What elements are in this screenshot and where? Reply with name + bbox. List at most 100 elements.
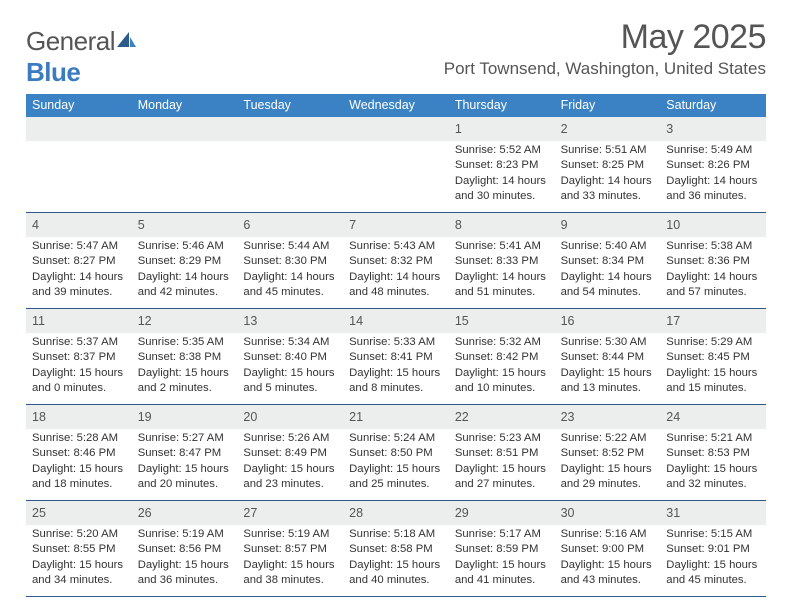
day-content: Sunrise: 5:35 AMSunset: 8:38 PMDaylight:… xyxy=(132,333,238,404)
daylight-line-2: and 15 minutes. xyxy=(666,381,760,396)
daylight-line-1: Daylight: 14 hours xyxy=(455,270,549,285)
daylight-line-2: and 5 minutes. xyxy=(243,381,337,396)
day-number-row: 23 xyxy=(555,405,661,429)
day-content xyxy=(132,141,238,207)
day-content: Sunrise: 5:29 AMSunset: 8:45 PMDaylight:… xyxy=(660,333,766,404)
week-row: 4Sunrise: 5:47 AMSunset: 8:27 PMDaylight… xyxy=(26,213,766,309)
sunrise-line: Sunrise: 5:23 AM xyxy=(455,431,549,446)
day-number-row: 5 xyxy=(132,213,238,237)
day-cell: 10Sunrise: 5:38 AMSunset: 8:36 PMDayligh… xyxy=(660,213,766,308)
logo-text-1: General xyxy=(26,26,115,56)
daylight-line-1: Daylight: 15 hours xyxy=(32,558,126,573)
sunrise-line: Sunrise: 5:44 AM xyxy=(243,239,337,254)
day-cell: 2Sunrise: 5:51 AMSunset: 8:25 PMDaylight… xyxy=(555,117,661,212)
daylight-line-1: Daylight: 15 hours xyxy=(561,366,655,381)
day-number: 14 xyxy=(349,314,363,328)
day-cell: 21Sunrise: 5:24 AMSunset: 8:50 PMDayligh… xyxy=(343,405,449,500)
day-number-row: 25 xyxy=(26,501,132,525)
day-number-row xyxy=(237,117,343,141)
day-content: Sunrise: 5:46 AMSunset: 8:29 PMDaylight:… xyxy=(132,237,238,308)
day-cell: 18Sunrise: 5:28 AMSunset: 8:46 PMDayligh… xyxy=(26,405,132,500)
day-number-row: 12 xyxy=(132,309,238,333)
daylight-line-1: Daylight: 15 hours xyxy=(561,558,655,573)
day-number: 13 xyxy=(243,314,257,328)
day-number-row: 17 xyxy=(660,309,766,333)
day-number-row: 29 xyxy=(449,501,555,525)
daylight-line-1: Daylight: 15 hours xyxy=(243,462,337,477)
sunrise-line: Sunrise: 5:40 AM xyxy=(561,239,655,254)
day-number-row xyxy=(26,117,132,141)
day-number-row: 15 xyxy=(449,309,555,333)
sunrise-line: Sunrise: 5:34 AM xyxy=(243,335,337,350)
day-cell xyxy=(237,117,343,212)
day-number xyxy=(138,122,141,136)
daylight-line-1: Daylight: 15 hours xyxy=(349,366,443,381)
daylight-line-1: Daylight: 15 hours xyxy=(138,462,232,477)
daylight-line-2: and 36 minutes. xyxy=(666,189,760,204)
day-number: 27 xyxy=(243,506,257,520)
sunrise-line: Sunrise: 5:21 AM xyxy=(666,431,760,446)
day-number-row: 31 xyxy=(660,501,766,525)
sunrise-line: Sunrise: 5:37 AM xyxy=(32,335,126,350)
day-cell xyxy=(343,117,449,212)
sunset-line: Sunset: 8:33 PM xyxy=(455,254,549,269)
daylight-line-1: Daylight: 15 hours xyxy=(455,558,549,573)
daylight-line-2: and 23 minutes. xyxy=(243,477,337,492)
day-cell: 23Sunrise: 5:22 AMSunset: 8:52 PMDayligh… xyxy=(555,405,661,500)
day-number: 4 xyxy=(32,218,39,232)
day-content: Sunrise: 5:20 AMSunset: 8:55 PMDaylight:… xyxy=(26,525,132,596)
sunset-line: Sunset: 8:26 PM xyxy=(666,158,760,173)
sunset-line: Sunset: 8:30 PM xyxy=(243,254,337,269)
daylight-line-1: Daylight: 15 hours xyxy=(349,558,443,573)
logo-sail-icon xyxy=(115,26,137,57)
day-number: 28 xyxy=(349,506,363,520)
sunrise-line: Sunrise: 5:32 AM xyxy=(455,335,549,350)
daylight-line-1: Daylight: 15 hours xyxy=(138,366,232,381)
day-number-row xyxy=(343,117,449,141)
daylight-line-1: Daylight: 15 hours xyxy=(666,366,760,381)
day-number-row: 11 xyxy=(26,309,132,333)
day-number: 21 xyxy=(349,410,363,424)
day-content: Sunrise: 5:44 AMSunset: 8:30 PMDaylight:… xyxy=(237,237,343,308)
logo-text-2: Blue xyxy=(26,57,80,87)
sunset-line: Sunset: 8:57 PM xyxy=(243,542,337,557)
day-cell: 3Sunrise: 5:49 AMSunset: 8:26 PMDaylight… xyxy=(660,117,766,212)
sunrise-line: Sunrise: 5:26 AM xyxy=(243,431,337,446)
sunset-line: Sunset: 8:23 PM xyxy=(455,158,549,173)
day-content xyxy=(237,141,343,207)
day-number: 19 xyxy=(138,410,152,424)
sunrise-line: Sunrise: 5:15 AM xyxy=(666,527,760,542)
title-block: May 2025 Port Townsend, Washington, Unit… xyxy=(444,18,766,79)
day-number: 9 xyxy=(561,218,568,232)
day-content: Sunrise: 5:15 AMSunset: 9:01 PMDaylight:… xyxy=(660,525,766,596)
sunrise-line: Sunrise: 5:46 AM xyxy=(138,239,232,254)
daylight-line-1: Daylight: 14 hours xyxy=(32,270,126,285)
day-content: Sunrise: 5:27 AMSunset: 8:47 PMDaylight:… xyxy=(132,429,238,500)
sunrise-line: Sunrise: 5:38 AM xyxy=(666,239,760,254)
day-number-row: 19 xyxy=(132,405,238,429)
daylight-line-1: Daylight: 15 hours xyxy=(32,366,126,381)
day-cell: 7Sunrise: 5:43 AMSunset: 8:32 PMDaylight… xyxy=(343,213,449,308)
daylight-line-2: and 8 minutes. xyxy=(349,381,443,396)
daylight-line-2: and 29 minutes. xyxy=(561,477,655,492)
sunset-line: Sunset: 8:56 PM xyxy=(138,542,232,557)
day-number-row: 4 xyxy=(26,213,132,237)
day-number xyxy=(243,122,246,136)
day-number-row: 21 xyxy=(343,405,449,429)
day-cell: 30Sunrise: 5:16 AMSunset: 9:00 PMDayligh… xyxy=(555,501,661,596)
day-number: 6 xyxy=(243,218,250,232)
day-content: Sunrise: 5:34 AMSunset: 8:40 PMDaylight:… xyxy=(237,333,343,404)
day-header: Tuesday xyxy=(237,94,343,117)
day-content: Sunrise: 5:51 AMSunset: 8:25 PMDaylight:… xyxy=(555,141,661,212)
sunrise-line: Sunrise: 5:35 AM xyxy=(138,335,232,350)
sunrise-line: Sunrise: 5:43 AM xyxy=(349,239,443,254)
day-cell: 15Sunrise: 5:32 AMSunset: 8:42 PMDayligh… xyxy=(449,309,555,404)
daylight-line-2: and 27 minutes. xyxy=(455,477,549,492)
sunset-line: Sunset: 8:34 PM xyxy=(561,254,655,269)
sunrise-line: Sunrise: 5:29 AM xyxy=(666,335,760,350)
day-number-row: 3 xyxy=(660,117,766,141)
day-number-row: 24 xyxy=(660,405,766,429)
sunset-line: Sunset: 8:50 PM xyxy=(349,446,443,461)
sunset-line: Sunset: 8:38 PM xyxy=(138,350,232,365)
day-cell: 14Sunrise: 5:33 AMSunset: 8:41 PMDayligh… xyxy=(343,309,449,404)
